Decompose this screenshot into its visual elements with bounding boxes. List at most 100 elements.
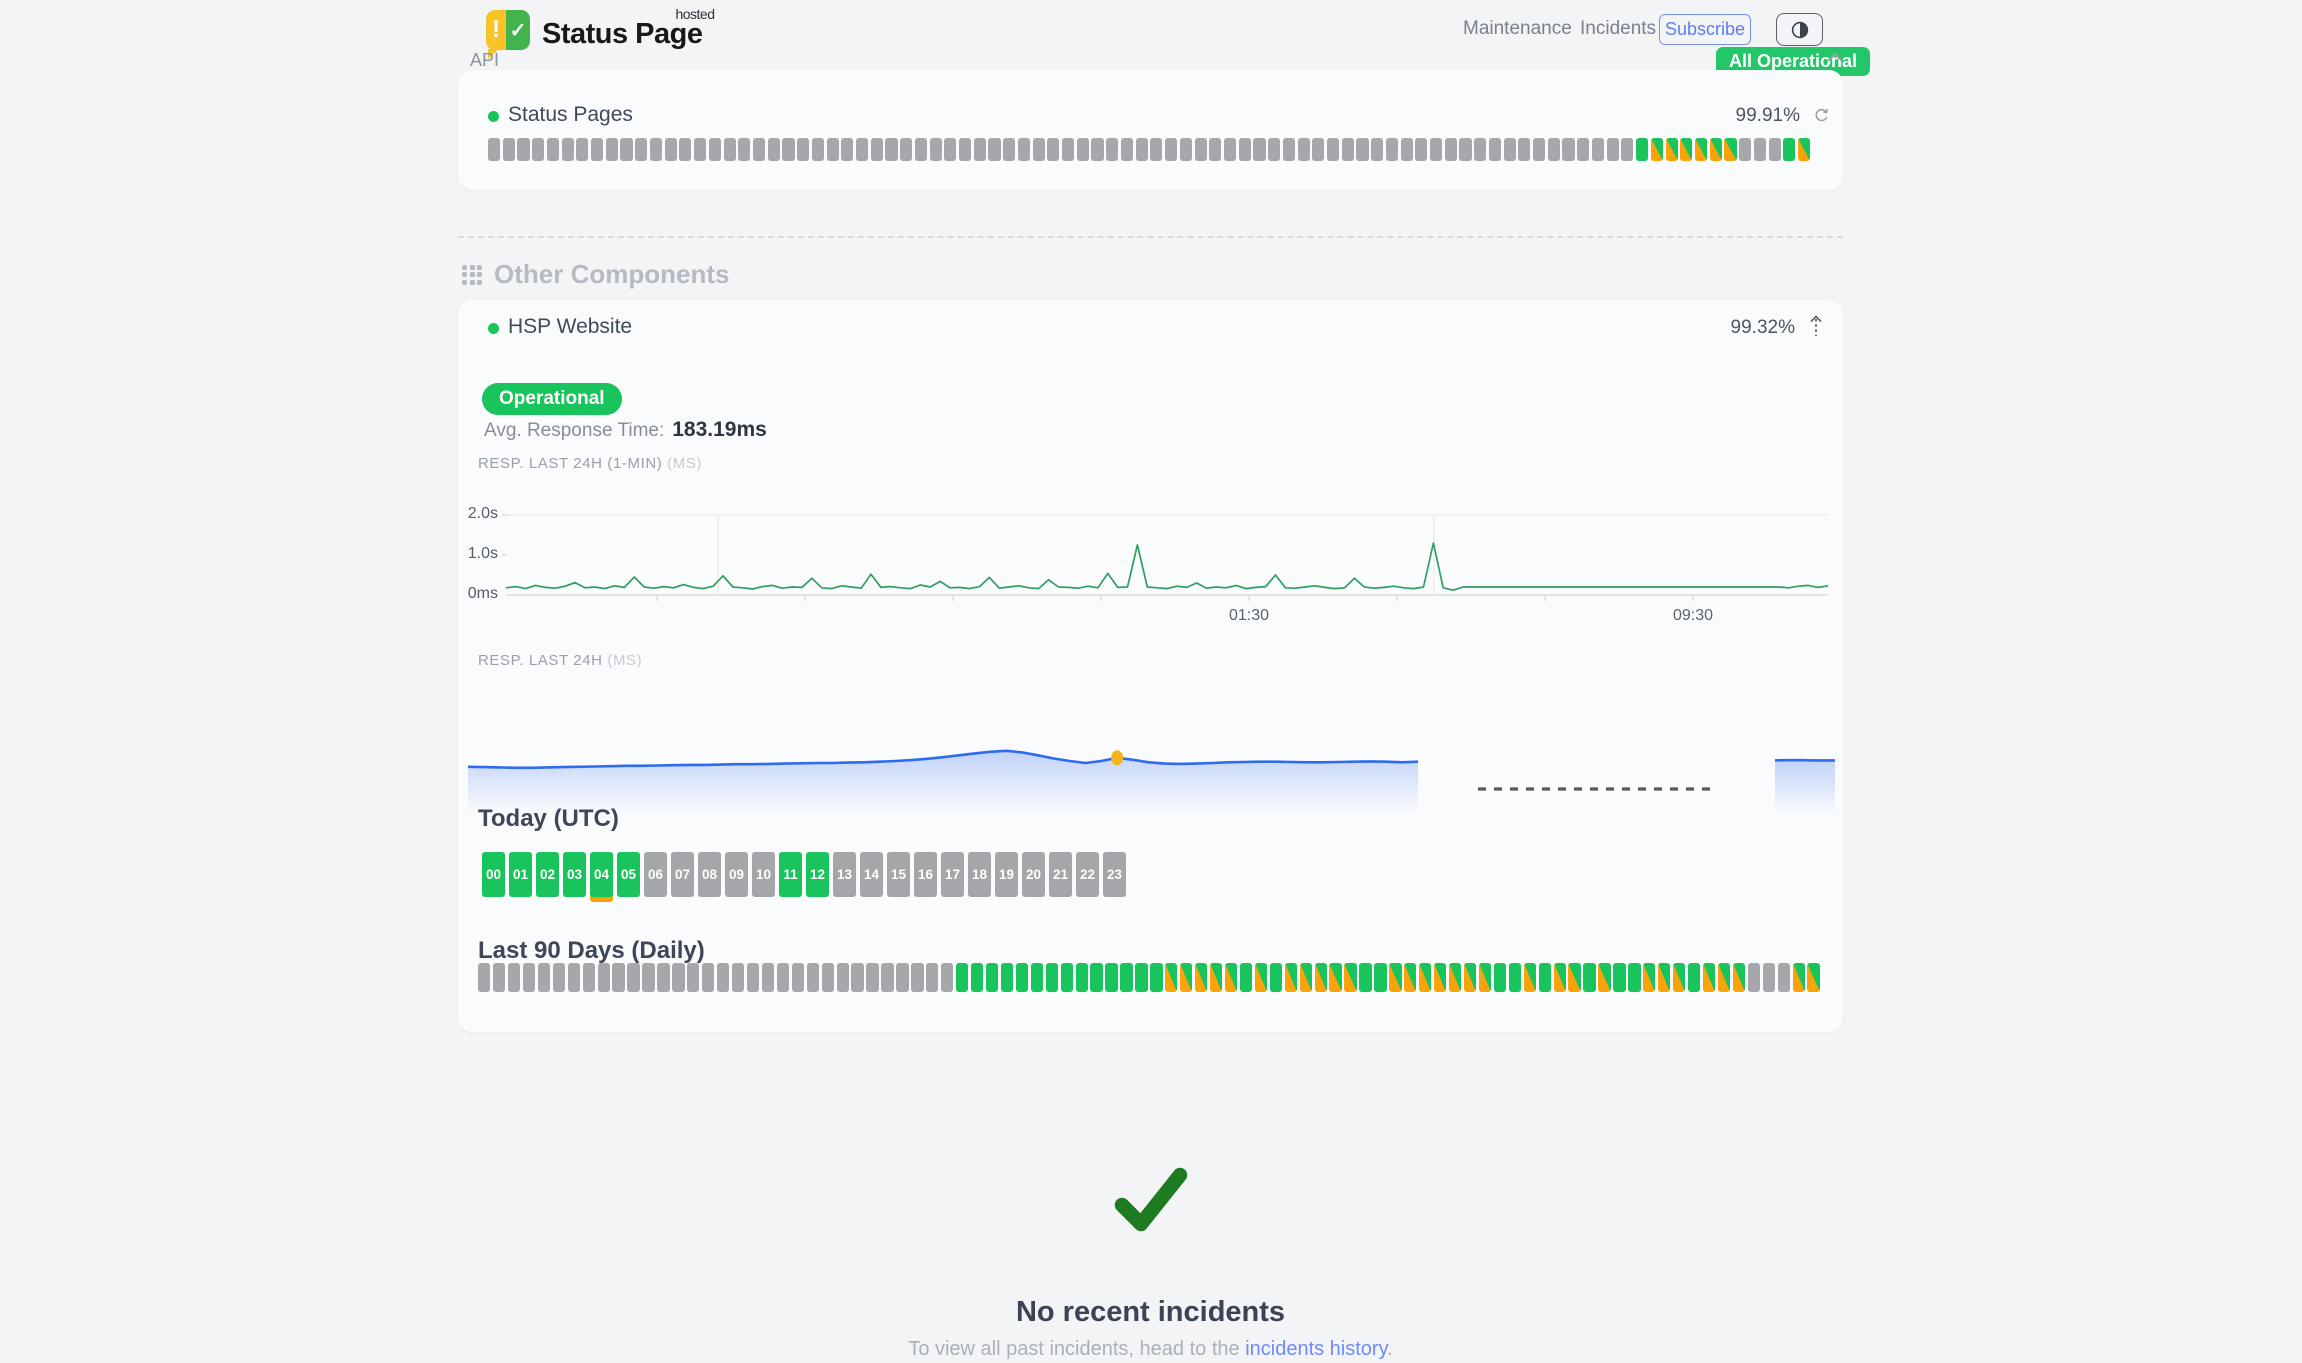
uptime-bar-partial[interactable]: [1702, 963, 1716, 992]
uptime-bar-operational[interactable]: [985, 963, 999, 992]
hour-box-03[interactable]: 03: [563, 852, 586, 897]
uptime-bar-operational[interactable]: [1493, 963, 1507, 992]
uptime-bar-nodata[interactable]: [911, 963, 924, 992]
uptime-bar-operational[interactable]: [1783, 138, 1796, 161]
uptime-bar-nodata[interactable]: [1076, 138, 1089, 161]
uptime-bar-nodata[interactable]: [612, 963, 625, 992]
uptime-bar-nodata[interactable]: [988, 138, 1001, 161]
uptime-bar-nodata[interactable]: [517, 138, 530, 161]
uptime-bar-nodata[interactable]: [1312, 138, 1325, 161]
uptime-bar-nodata[interactable]: [926, 963, 939, 992]
uptime-bar-nodata[interactable]: [731, 963, 745, 992]
uptime-bar-nodata[interactable]: [605, 138, 618, 161]
uptime-bar-nodata[interactable]: [1777, 963, 1790, 992]
uptime-bar-partial[interactable]: [1680, 138, 1693, 161]
hour-box-11[interactable]: 11: [779, 852, 802, 897]
uptime-bar-nodata[interactable]: [1165, 138, 1178, 161]
uptime-bar-nodata[interactable]: [552, 963, 566, 992]
uptime-bar-partial[interactable]: [1284, 963, 1297, 992]
uptime-bar-nodata[interactable]: [791, 963, 805, 992]
uptime-bar-partial[interactable]: [1389, 963, 1402, 992]
uptime-bar-nodata[interactable]: [929, 138, 942, 161]
uptime-bar-nodata[interactable]: [532, 138, 545, 161]
uptime-bar-partial[interactable]: [1209, 963, 1223, 992]
uptime-bar-nodata[interactable]: [1341, 138, 1354, 161]
uptime-bar-partial[interactable]: [1344, 963, 1357, 992]
uptime-bar-nodata[interactable]: [1179, 138, 1192, 161]
uptime-bar-operational[interactable]: [1374, 963, 1387, 992]
hour-box-09[interactable]: 09: [725, 852, 748, 897]
hour-box-02[interactable]: 02: [536, 852, 559, 897]
uptime-bar-nodata[interactable]: [914, 138, 927, 161]
uptime-bar-nodata[interactable]: [851, 963, 864, 992]
uptime-bar-nodata[interactable]: [841, 138, 854, 161]
uptime-bar-nodata[interactable]: [1591, 138, 1605, 161]
uptime-bar-nodata[interactable]: [597, 963, 610, 992]
uptime-bar-partial[interactable]: [1180, 963, 1193, 992]
uptime-bar-operational[interactable]: [1269, 963, 1283, 992]
uptime-bar-nodata[interactable]: [896, 963, 909, 992]
uptime-bar-nodata[interactable]: [1621, 138, 1634, 161]
hour-box-08[interactable]: 08: [698, 852, 721, 897]
uptime-bar-nodata[interactable]: [702, 963, 715, 992]
incidents-history-link[interactable]: incidents history: [1245, 1338, 1388, 1360]
uptime-bar-nodata[interactable]: [1032, 138, 1045, 161]
uptime-bar-nodata[interactable]: [1062, 138, 1075, 161]
response-time-line-chart[interactable]: 01:30 09:30: [502, 507, 1832, 625]
uptime-bar-operational[interactable]: [1636, 138, 1649, 161]
uptime-bar-nodata[interactable]: [1120, 138, 1134, 161]
uptime-bar-operational[interactable]: [1120, 963, 1133, 992]
uptime-bar-nodata[interactable]: [1753, 138, 1766, 161]
hour-box-04[interactable]: 04: [590, 852, 613, 897]
uptime-bar-nodata[interactable]: [1415, 138, 1428, 161]
uptime-bar-nodata[interactable]: [717, 963, 730, 992]
uptime-bar-operational[interactable]: [970, 963, 984, 992]
uptime-bar-nodata[interactable]: [1562, 138, 1575, 161]
uptime-bar-nodata[interactable]: [687, 963, 700, 992]
subscribe-button[interactable]: Subscribe: [1659, 14, 1751, 45]
uptime-bar-nodata[interactable]: [620, 138, 633, 161]
uptime-bar-nodata[interactable]: [1135, 138, 1148, 161]
expand-up-arrow-icon[interactable]: [1809, 314, 1823, 338]
uptime-bar-partial[interactable]: [1797, 138, 1811, 161]
uptime-bar-operational[interactable]: [1687, 963, 1701, 992]
uptime-bar-nodata[interactable]: [1762, 963, 1775, 992]
uptime-bar-nodata[interactable]: [635, 138, 648, 161]
uptime-bar-nodata[interactable]: [1488, 138, 1501, 161]
uptime-bar-nodata[interactable]: [657, 963, 670, 992]
uptime-bar-partial[interactable]: [1553, 963, 1566, 992]
uptime-bar-operational[interactable]: [1060, 963, 1073, 992]
uptime-bar-nodata[interactable]: [627, 963, 640, 992]
uptime-bar-nodata[interactable]: [1739, 138, 1752, 161]
uptime-bar-partial[interactable]: [1658, 963, 1671, 992]
hour-box-05[interactable]: 05: [617, 852, 640, 897]
uptime-bar-nodata[interactable]: [488, 138, 501, 161]
uptime-bar-partial[interactable]: [1434, 963, 1447, 992]
uptime-bar-nodata[interactable]: [649, 138, 663, 161]
uptime-bar-nodata[interactable]: [723, 138, 736, 161]
response-time-area-chart[interactable]: [466, 688, 1836, 820]
hour-box-16[interactable]: 16: [914, 852, 937, 897]
uptime-bar-nodata[interactable]: [1459, 138, 1472, 161]
uptime-bar-nodata[interactable]: [672, 963, 685, 992]
uptime-bar-partial[interactable]: [1665, 138, 1678, 161]
uptime-bar-nodata[interactable]: [478, 963, 491, 992]
uptime-bar-nodata[interactable]: [1474, 138, 1487, 161]
hour-box-17[interactable]: 17: [941, 852, 964, 897]
uptime-bar-nodata[interactable]: [870, 138, 883, 161]
uptime-bar-nodata[interactable]: [1268, 138, 1281, 161]
uptime-bar-partial[interactable]: [1254, 963, 1268, 992]
nav-incidents[interactable]: Incidents: [1580, 18, 1657, 39]
uptime-bar-partial[interactable]: [1650, 138, 1663, 161]
uptime-bar-nodata[interactable]: [746, 963, 760, 992]
uptime-bar-nodata[interactable]: [776, 963, 790, 992]
uptime-bar-nodata[interactable]: [1150, 138, 1163, 161]
hour-box-19[interactable]: 19: [995, 852, 1018, 897]
uptime-bar-nodata[interactable]: [1003, 138, 1016, 161]
uptime-bar-operational[interactable]: [1075, 963, 1088, 992]
uptime-bar-operational[interactable]: [1239, 963, 1253, 992]
uptime-bar-partial[interactable]: [1643, 963, 1656, 992]
uptime-bar-partial[interactable]: [1694, 138, 1708, 161]
uptime-bar-nodata[interactable]: [1430, 138, 1443, 161]
uptime-bar-partial[interactable]: [1523, 963, 1536, 992]
